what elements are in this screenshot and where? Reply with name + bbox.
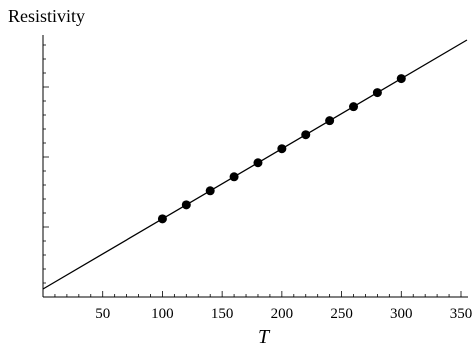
x-tick-label: 300 (390, 306, 413, 322)
data-points (157, 74, 406, 224)
x-tick-label: 100 (151, 306, 174, 322)
data-point (372, 88, 382, 98)
x-tick-label: 150 (211, 306, 234, 322)
data-point (157, 214, 167, 224)
data-point (181, 200, 191, 210)
x-tick-label: 250 (330, 306, 353, 322)
x-tick-label: 200 (271, 306, 294, 322)
x-tick-label: 350 (450, 306, 473, 322)
data-point (229, 172, 239, 182)
data-point (205, 186, 215, 196)
data-point (325, 116, 335, 126)
x-tick-label: 50 (95, 306, 110, 322)
x-axis-ticks: 50 100 150 200 250 300 350 (54, 291, 473, 322)
data-point (301, 130, 311, 140)
data-point (253, 158, 263, 168)
y-axis-label: Resistivity (8, 6, 85, 26)
data-point (396, 74, 406, 84)
x-axis-label: T (258, 326, 271, 348)
y-axis-ticks (43, 44, 49, 284)
data-point (349, 102, 359, 112)
data-point (277, 144, 287, 154)
